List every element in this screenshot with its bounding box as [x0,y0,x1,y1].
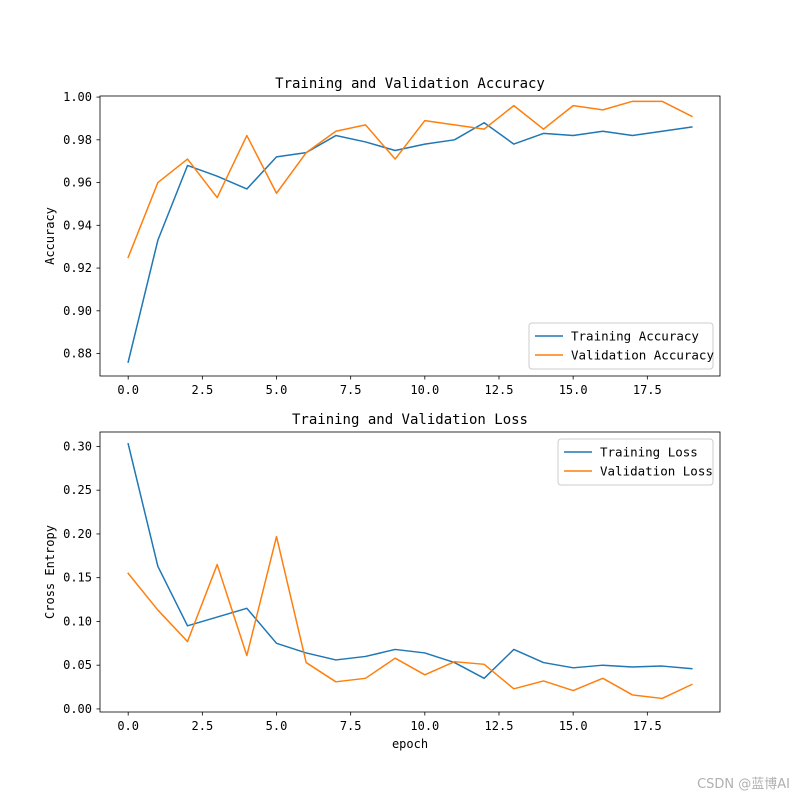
x-tick-label: 0.0 [117,719,139,733]
y-tick-label: 0.96 [63,176,92,190]
x-tick-label: 15.0 [559,719,588,733]
y-axis-label: Accuracy [43,207,57,265]
x-axis-label: epoch [392,737,428,751]
chart-panel-1: 0.0 2.5 5.0 7.5 10.0 12.5 15.0 17.5 0.88 0.90 0.92… [43,76,721,397]
y-tick-label: 0.00 [63,702,92,716]
x-tick-label: 17.5 [633,383,662,397]
legend: Training Accuracy Validation Accuracy [528,322,714,370]
x-tick-label: 2.5 [192,719,214,733]
legend-box [528,322,714,370]
y-tick-label: 0.92 [63,261,92,275]
chart-panel-2: 0.0 2.5 5.0 7.5 10.0 12.5 15.0 17.5 0.00 0.05 0.10… [43,412,721,751]
x-tick-label: 12.5 [485,383,514,397]
y-tick-label: 1.00 [63,90,92,104]
y-tick-label: 0.05 [63,658,92,672]
legend: Training Loss Validation Loss [557,438,714,486]
x-tick-label: 10.0 [410,719,439,733]
x-tick-label: 5.0 [266,383,288,397]
y-tick-label: 0.90 [63,304,92,318]
series-line-training-accuracy [127,121,693,364]
chart-title: Training and Validation Loss [292,412,528,428]
x-tick-label: 12.5 [485,719,514,733]
y-tick-label: 0.25 [63,483,92,497]
y-tick-label: 0.98 [63,133,92,147]
legend-label: Validation Loss [600,464,713,479]
x-tick-label: 7.5 [340,383,362,397]
legend-box [557,438,714,486]
x-tick-label: 7.5 [340,719,362,733]
x-tick-label: 10.0 [410,383,439,397]
x-tick-label: 17.5 [633,719,662,733]
y-tick-label: 0.88 [63,347,92,361]
y-tick-label: 0.20 [63,527,92,541]
legend-label: Training Loss [600,445,698,460]
series-line-validation-loss [127,535,693,700]
x-tick-label: 0.0 [117,383,139,397]
series-line-training-loss [127,442,693,680]
plot-frame [99,431,721,713]
legend-label: Validation Accuracy [571,348,714,363]
y-tick-label: 0.30 [63,439,92,453]
x-tick-label: 15.0 [559,383,588,397]
plot-frame [99,95,721,377]
chart-title: Training and Validation Accuracy [275,76,545,92]
y-tick-label: 0.94 [63,218,92,232]
x-tick-label: 2.5 [192,383,214,397]
x-tick-label: 5.0 [266,719,288,733]
series-line-validation-accuracy [127,100,693,259]
legend-label: Training Accuracy [571,329,699,344]
y-axis-label: Cross Entropy [43,525,57,619]
y-tick-label: 0.15 [63,571,92,585]
y-tick-label: 0.10 [63,614,92,628]
watermark-text: CSDN @蓝博AI [697,777,790,792]
